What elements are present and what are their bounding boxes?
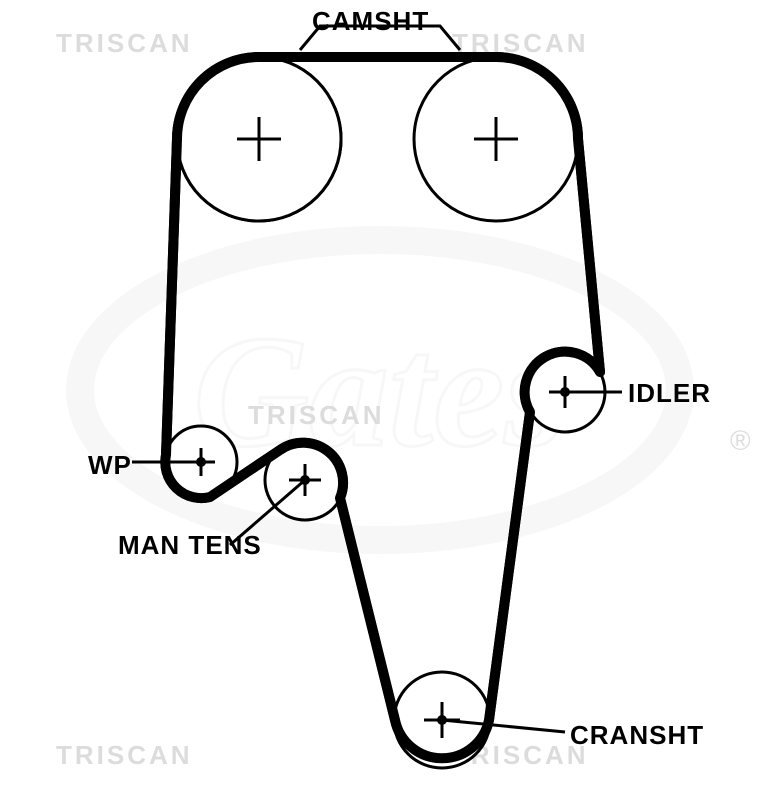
label-wp: WP xyxy=(88,450,132,481)
diagram-stage: Gates TRISCAN TRISCAN TRISCAN TRISCAN TR… xyxy=(0,0,765,799)
label-camshaft: CAMSHT xyxy=(312,6,429,37)
label-cranksht: CRANSHT xyxy=(570,720,704,751)
label-idler: IDLER xyxy=(628,378,711,409)
label-man-tens: MAN TENS xyxy=(118,530,262,561)
